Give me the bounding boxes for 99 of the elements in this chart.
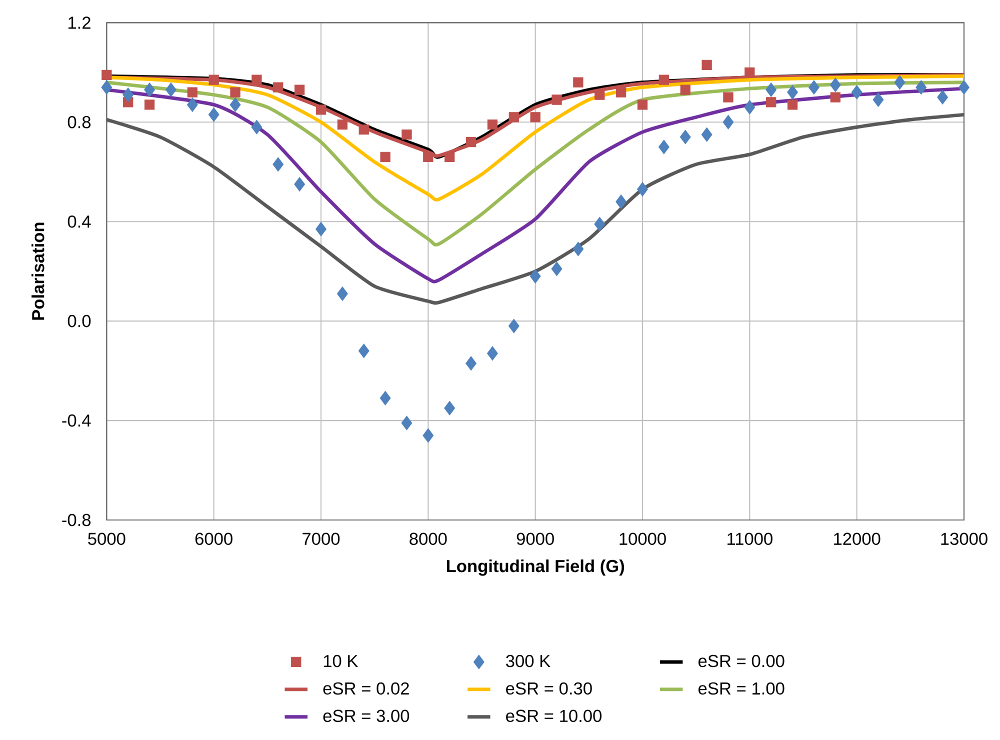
x-tick-label: 13000 <box>941 532 988 545</box>
point <box>937 90 948 104</box>
point <box>530 269 541 284</box>
point <box>787 85 798 100</box>
x-tick-label: 11000 <box>728 532 772 545</box>
point <box>851 85 862 100</box>
legend-label: eSR = 0.02 <box>323 682 409 695</box>
point <box>637 182 648 196</box>
y-tick-label: -0.4 <box>62 414 91 427</box>
point <box>723 92 734 102</box>
y-tick-label: 0.8 <box>68 116 91 128</box>
y-tick-label: 0.0 <box>68 314 91 328</box>
point <box>744 100 756 114</box>
point <box>722 114 734 130</box>
point <box>336 286 348 301</box>
point <box>208 74 219 85</box>
point <box>572 242 584 256</box>
y-axis-title: Polarisation <box>32 222 44 320</box>
x-tick-label: 7000 <box>302 532 340 545</box>
legend-label: eSR = 3.00 <box>323 710 410 722</box>
legend-label: eSR = 1.00 <box>698 682 784 695</box>
point <box>594 90 605 100</box>
point <box>187 87 198 98</box>
point <box>272 157 284 172</box>
point <box>166 82 176 98</box>
point <box>402 129 412 140</box>
point <box>102 70 112 80</box>
point <box>358 124 369 135</box>
x-tick-label: 10000 <box>620 532 666 545</box>
point <box>551 262 562 276</box>
x-tick-label: 8000 <box>410 532 447 545</box>
point <box>423 152 434 162</box>
point <box>186 98 198 112</box>
point <box>487 120 498 130</box>
x-axis-title: Longitudinal Field (G) <box>446 559 624 576</box>
point <box>380 390 391 406</box>
point <box>872 92 884 107</box>
point <box>444 152 455 162</box>
point <box>637 100 648 110</box>
point <box>594 216 606 232</box>
point <box>508 112 519 122</box>
legend-label: 300 K <box>506 654 550 668</box>
point <box>830 78 841 92</box>
point <box>766 97 776 108</box>
point <box>958 80 970 95</box>
point <box>230 87 240 98</box>
point <box>401 416 412 430</box>
point <box>337 120 348 130</box>
legend-label: eSR = 10.00 <box>506 710 602 722</box>
point <box>294 177 306 192</box>
point <box>358 344 370 358</box>
point <box>101 80 112 95</box>
line-series <box>104 112 966 305</box>
point <box>144 100 155 110</box>
point <box>316 222 326 236</box>
y-tick-label: 0.4 <box>68 215 91 228</box>
point <box>744 67 755 78</box>
point <box>466 356 477 371</box>
point <box>316 104 326 115</box>
x-tick-label: 12000 <box>834 532 880 545</box>
point <box>552 94 562 105</box>
x-tick-label: 9000 <box>516 532 554 545</box>
point <box>144 82 156 98</box>
point <box>380 152 390 162</box>
point <box>701 127 712 142</box>
point <box>616 87 626 98</box>
point <box>787 100 798 110</box>
y-tick-label: 1.2 <box>68 16 90 29</box>
point <box>230 98 241 112</box>
legend-label: 10 K <box>324 654 358 668</box>
point <box>122 88 134 102</box>
point <box>294 84 305 95</box>
point <box>766 82 777 98</box>
point <box>486 346 498 361</box>
point <box>273 82 284 92</box>
point <box>702 60 712 70</box>
x-tick-label: 6000 <box>195 532 232 545</box>
point <box>444 400 456 416</box>
point <box>530 112 540 122</box>
point <box>422 428 434 443</box>
point <box>808 80 820 95</box>
legend-label: eSR = 0.30 <box>506 682 592 695</box>
point <box>252 74 262 85</box>
y-tick-label: -0.8 <box>62 514 91 526</box>
legend-label: eSR = 0.00 <box>698 654 784 668</box>
x-tick-label: 5000 <box>88 532 126 545</box>
point <box>658 74 670 85</box>
point <box>616 194 627 209</box>
point <box>680 130 691 144</box>
point <box>573 77 584 88</box>
point <box>251 120 262 134</box>
point <box>916 80 927 95</box>
point <box>466 136 476 148</box>
point <box>208 107 220 122</box>
point <box>830 92 840 102</box>
point <box>680 84 690 95</box>
point <box>658 140 670 154</box>
point <box>508 318 520 334</box>
point <box>894 75 906 90</box>
